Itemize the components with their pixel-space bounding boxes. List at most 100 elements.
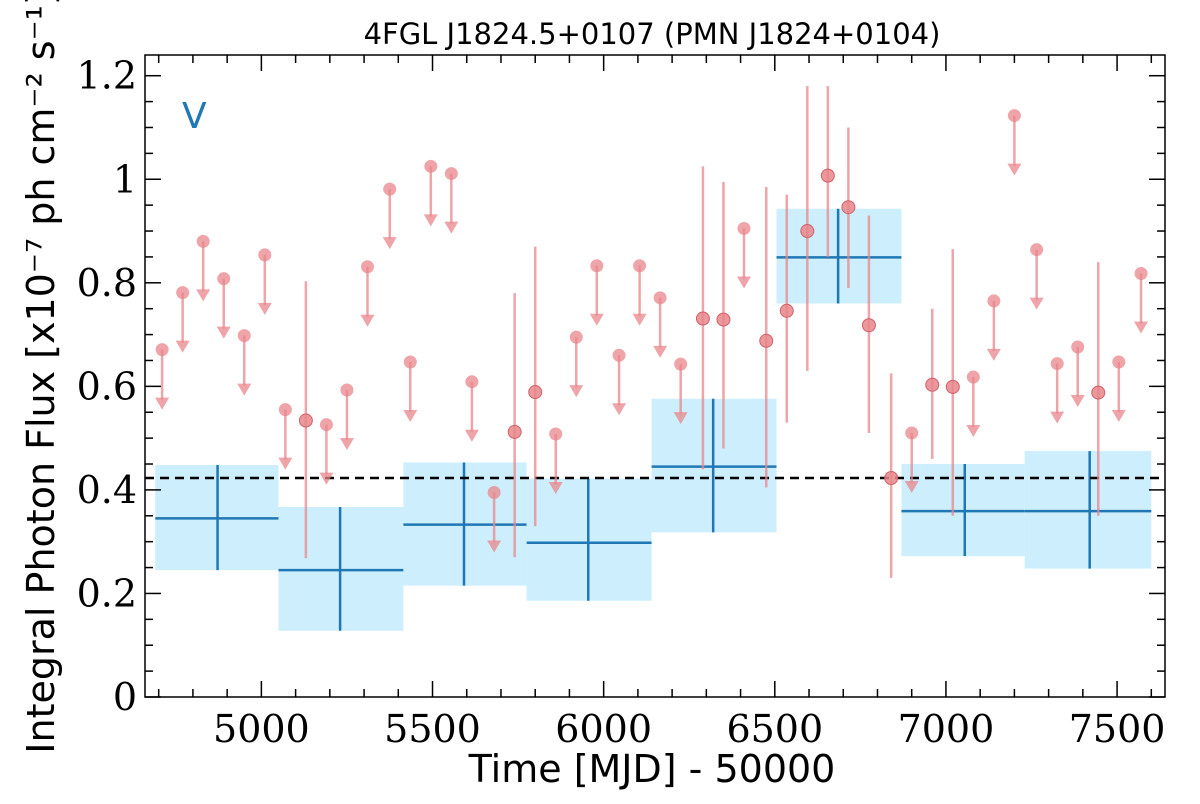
- upper-limit-marker: [465, 375, 479, 389]
- upper-limit-marker: [487, 485, 501, 499]
- y-tick-label: 1.2: [77, 54, 137, 98]
- upper-limit-arrowhead: [175, 340, 190, 353]
- upper-limit-arrowhead: [382, 237, 397, 250]
- flux-point: [759, 333, 774, 348]
- flux-point: [298, 413, 313, 428]
- chart-title: 4FGL J1824.5+0107 (PMN J1824+0104): [364, 17, 941, 51]
- upper-limit-marker: [278, 403, 292, 417]
- variability-annotation: V: [182, 96, 207, 137]
- upper-limit-arrowhead: [548, 481, 563, 494]
- upper-limit-marker: [1112, 355, 1126, 369]
- upper-limit-marker: [444, 167, 458, 181]
- upper-limit-arrowhead: [319, 472, 334, 485]
- upper-limit-arrowhead: [423, 214, 438, 227]
- y-tick-label: 1: [113, 157, 137, 201]
- upper-limit-marker: [383, 182, 397, 196]
- upper-limit-marker: [1007, 109, 1021, 123]
- upper-limit-marker: [340, 383, 354, 397]
- upper-limit-arrowhead: [278, 457, 293, 470]
- upper-limit-arrowhead: [653, 345, 668, 358]
- upper-limit-marker: [549, 427, 563, 441]
- upper-limit-marker: [237, 329, 251, 343]
- upper-limit-arrowhead: [464, 429, 479, 442]
- upper-limit-marker: [569, 330, 583, 344]
- upper-limit-marker: [176, 286, 190, 300]
- x-tick-label: 6500: [726, 707, 823, 751]
- upper-limit-marker: [424, 159, 438, 173]
- y-tick-label: 0: [113, 675, 137, 719]
- upper-limit-arrowhead: [196, 289, 211, 302]
- upper-limit-marker: [905, 426, 919, 440]
- x-tick-label: 7500: [1069, 707, 1166, 751]
- upper-limit-arrowhead: [257, 302, 272, 315]
- upper-limit-marker: [1030, 243, 1044, 257]
- y-tick-label: 0.6: [77, 364, 137, 408]
- upper-limit-arrowhead: [216, 326, 231, 339]
- y-tick-label: 0.4: [77, 468, 137, 512]
- upper-limit-arrowhead: [403, 410, 418, 423]
- y-tick-label: 0.8: [77, 261, 137, 305]
- upper-limit-marker: [1050, 357, 1064, 371]
- upper-limit-marker: [590, 259, 604, 273]
- upper-limit-arrowhead: [444, 221, 459, 234]
- flux-point: [528, 385, 543, 400]
- upper-limit-arrowhead: [1070, 395, 1085, 408]
- upper-limit-arrowhead: [339, 437, 354, 450]
- flux-point: [1091, 385, 1106, 400]
- flux-point: [884, 470, 899, 485]
- flux-point: [841, 200, 856, 215]
- upper-limit-arrowhead: [632, 313, 647, 326]
- upper-limit-marker: [360, 260, 374, 274]
- upper-limit-marker: [737, 221, 751, 235]
- upper-limit-arrowhead: [360, 314, 375, 327]
- upper-limit-marker: [987, 294, 1001, 308]
- upper-limit-marker: [403, 355, 417, 369]
- upper-limit-arrowhead: [155, 397, 170, 410]
- upper-limit-marker: [633, 259, 647, 273]
- flux-point: [695, 311, 710, 326]
- upper-limit-marker: [1134, 266, 1148, 280]
- upper-limit-arrowhead: [904, 480, 919, 493]
- upper-limit-marker: [674, 357, 688, 371]
- flux-point: [820, 168, 835, 183]
- y-axis-label: Integral Photon Flux [x10⁻⁷ ph cm⁻² s⁻¹]: [19, 0, 63, 754]
- upper-limit-arrowhead: [736, 276, 751, 289]
- upper-limit-arrowhead: [1029, 297, 1044, 310]
- flux-point: [800, 224, 815, 239]
- upper-limit-marker: [155, 343, 169, 357]
- x-tick-label: 5000: [213, 707, 310, 751]
- flux-point: [925, 377, 940, 392]
- upper-limit-arrowhead: [966, 425, 981, 438]
- flux-point: [945, 379, 960, 394]
- upper-limit-arrowhead: [1050, 411, 1065, 424]
- upper-limit-arrowhead: [589, 313, 604, 326]
- flux-points-layer: [155, 86, 1149, 578]
- x-tick-label: 7000: [898, 707, 995, 751]
- upper-limit-arrowhead: [487, 540, 502, 553]
- upper-limit-marker: [612, 348, 626, 362]
- x-axis-label: Time [MJD] - 50000: [468, 747, 836, 791]
- upper-limit-marker: [217, 272, 231, 286]
- upper-limit-arrowhead: [1007, 163, 1022, 176]
- upper-limit-arrowhead: [1111, 410, 1126, 423]
- upper-limit-arrowhead: [1134, 321, 1149, 334]
- upper-limit-marker: [966, 370, 980, 384]
- flux-point: [861, 318, 876, 333]
- upper-limit-marker: [258, 248, 272, 262]
- binned-flux-layer: [155, 208, 1152, 631]
- y-tick-label: 0.2: [77, 571, 137, 615]
- upper-limit-marker: [319, 418, 333, 432]
- bin-uncertainty-box: [1024, 451, 1152, 569]
- upper-limit-marker: [653, 291, 667, 305]
- plot-frame: [144, 54, 1166, 698]
- upper-limit-marker: [1071, 340, 1085, 354]
- axes-layer: 5000 5500 6000 6500 7000 7500 0 0.2 0.4 0.6 0.8 1 1.…: [77, 54, 1166, 751]
- flux-point: [507, 424, 522, 439]
- x-tick-label: 5500: [384, 707, 481, 751]
- upper-limit-arrowhead: [237, 383, 252, 396]
- upper-limit-arrowhead: [673, 412, 688, 425]
- flux-point: [779, 303, 794, 318]
- x-tick-label: 6000: [555, 707, 652, 751]
